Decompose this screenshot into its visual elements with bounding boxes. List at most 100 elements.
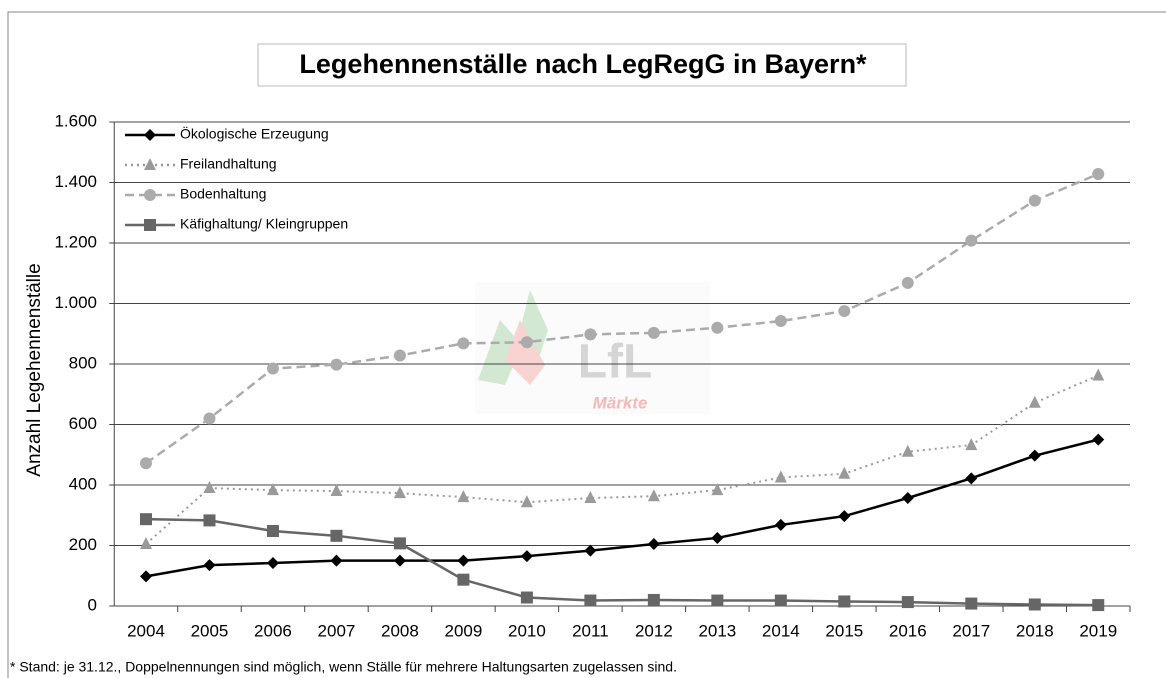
data-point [1028, 194, 1041, 207]
x-tick-label: 2013 [698, 621, 736, 640]
data-point [330, 484, 343, 497]
series-line [145, 438, 1099, 578]
data-point [139, 513, 152, 526]
data-point [838, 466, 851, 479]
data-point [266, 362, 279, 375]
data-point [711, 321, 724, 334]
x-tick-label: 2009 [445, 621, 483, 640]
data-point [393, 554, 406, 567]
data-point [457, 490, 470, 503]
x-tick-label: 2014 [762, 621, 800, 640]
data-point [266, 483, 279, 496]
data-point [266, 524, 279, 537]
series-line [145, 517, 1099, 607]
data-point [1028, 395, 1041, 408]
x-tick-label: 2012 [635, 621, 673, 640]
legend-label: Bodenhaltung [180, 186, 266, 202]
data-point [1092, 599, 1105, 612]
watermark-leaf [515, 290, 548, 385]
y-tick-label: 0 [88, 595, 97, 614]
data-point [139, 570, 152, 583]
x-tick-label: 2016 [889, 621, 927, 640]
data-point [1028, 598, 1041, 611]
data-point [203, 559, 216, 572]
data-point [647, 537, 660, 550]
data-point [330, 554, 343, 567]
data-point [901, 492, 914, 505]
data-point [330, 358, 343, 371]
y-tick-label: 800 [69, 353, 97, 372]
data-point [393, 537, 406, 550]
watermark-leaf [478, 320, 522, 385]
data-point [901, 596, 914, 609]
title-box [257, 43, 907, 87]
data-point [901, 276, 914, 289]
data-point [774, 518, 787, 531]
data-point [266, 557, 279, 570]
data-point [584, 594, 597, 607]
data-point [520, 550, 533, 563]
data-point [901, 444, 914, 457]
x-tick-label: 2005 [191, 621, 229, 640]
data-point [457, 554, 470, 567]
data-point [647, 593, 660, 606]
footnote: * Stand: je 31.12., Doppelnennungen sind… [10, 659, 677, 675]
data-point [393, 349, 406, 362]
x-tick-label: 2004 [127, 621, 165, 640]
data-point [457, 573, 470, 586]
data-point [1092, 433, 1105, 446]
data-point [965, 234, 978, 247]
data-point [520, 495, 533, 508]
data-point [711, 531, 724, 544]
data-point [1028, 449, 1041, 462]
x-tick-label: 2008 [381, 621, 419, 640]
chart-title: Legehennenställe nach LegRegG in Bayern* [299, 49, 867, 79]
data-point [330, 529, 343, 542]
y-tick-label: 1.200 [54, 232, 97, 251]
data-point [965, 597, 978, 610]
data-point [520, 591, 533, 604]
legend-label: Käfighaltung/ Kleingruppen [180, 216, 348, 232]
data-point [711, 483, 724, 496]
x-tick-label: 2018 [1016, 621, 1054, 640]
data-point [584, 544, 597, 557]
y-tick-label: 400 [69, 474, 97, 493]
data-point [774, 315, 787, 328]
x-tick-label: 2006 [254, 621, 292, 640]
y-tick-label: 1.400 [54, 172, 97, 191]
y-tick-label: 1.000 [54, 293, 97, 312]
data-point [584, 328, 597, 341]
data-point [1092, 168, 1105, 181]
data-point [774, 594, 787, 607]
data-point [203, 481, 216, 494]
data-point [647, 489, 660, 502]
legend-marker [144, 129, 156, 141]
y-tick-label: 600 [69, 414, 97, 433]
data-point [1092, 368, 1105, 381]
watermark-text: LfL [578, 336, 653, 389]
data-point [838, 510, 851, 523]
legend-marker [144, 189, 156, 201]
data-point [838, 595, 851, 608]
x-tick-label: 2011 [572, 621, 609, 640]
data-point [965, 472, 978, 485]
watermark-subtext: Märkte [593, 393, 648, 412]
data-point [139, 457, 152, 470]
legend-marker [144, 219, 156, 231]
data-point [457, 337, 470, 350]
data-point [584, 491, 597, 504]
data-point [965, 438, 978, 451]
data-point [774, 470, 787, 483]
watermark-leaf [505, 320, 545, 385]
data-point [711, 594, 724, 607]
x-tick-label: 2010 [508, 621, 546, 640]
y-axis-title: Anzahl Legehennenställe [24, 263, 45, 476]
data-point [838, 305, 851, 318]
frame [7, 11, 1166, 678]
data-point [647, 326, 660, 339]
x-tick-label: 2017 [952, 621, 990, 640]
data-point [393, 486, 406, 499]
y-tick-label: 200 [69, 535, 97, 554]
x-tick-label: 2007 [318, 621, 356, 640]
